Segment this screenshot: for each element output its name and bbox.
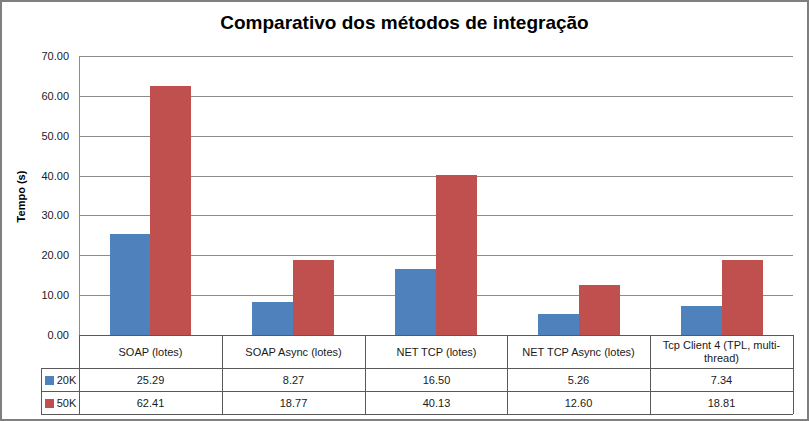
bar-20k-cat1 [110, 234, 151, 335]
bar-50k-cat5 [722, 260, 763, 335]
bar-20k-cat4 [538, 314, 579, 335]
bar-50k-cat3 [436, 175, 477, 335]
y-tick-label-0.00: 0.00 [2, 328, 69, 342]
y-tick-label-60.00: 60.00 [2, 89, 69, 103]
category-label-cat2: SOAP Async (lotes) [222, 336, 365, 368]
legend-swatch-20k [45, 376, 54, 385]
legend-row-50k: 50K [42, 392, 79, 414]
value-50k-cat3: 40.13 [365, 392, 508, 414]
y-tick-label-70.00: 70.00 [2, 49, 69, 63]
bar-20k-cat5 [681, 306, 722, 335]
y-axis-line [79, 56, 80, 335]
gridline-70.00 [79, 56, 793, 57]
table-hline-4 [41, 414, 793, 415]
value-20k-cat4: 5.26 [507, 369, 650, 391]
legend-label-20k: 20K [57, 374, 77, 386]
value-50k-cat2: 18.77 [222, 392, 365, 414]
bar-50k-cat4 [579, 285, 620, 335]
category-label-cat1: SOAP (lotes) [79, 336, 222, 368]
category-label-cat3: NET TCP (lotes) [365, 336, 508, 368]
value-20k-cat3: 16.50 [365, 369, 508, 391]
table-vline-col5 [793, 335, 794, 414]
bar-20k-cat2 [252, 302, 293, 335]
value-20k-cat1: 25.29 [79, 369, 222, 391]
bar-chart: Comparativo dos métodos de integração Te… [0, 0, 809, 421]
legend-label-50k: 50K [57, 397, 77, 409]
y-tick-label-30.00: 30.00 [2, 208, 69, 222]
value-20k-cat5: 7.34 [650, 369, 793, 391]
y-tick-label-40.00: 40.00 [2, 169, 69, 183]
y-tick-label-20.00: 20.00 [2, 248, 69, 262]
value-50k-cat4: 12.60 [507, 392, 650, 414]
chart-title: Comparativo dos métodos de integração [2, 12, 807, 34]
bar-50k-cat2 [293, 260, 334, 335]
category-label-cat4: NET TCP Async (lotes) [507, 336, 650, 368]
value-50k-cat5: 18.81 [650, 392, 793, 414]
legend-swatch-50k [45, 399, 54, 408]
y-tick-label-10.00: 10.00 [2, 288, 69, 302]
value-20k-cat2: 8.27 [222, 369, 365, 391]
bar-20k-cat3 [395, 269, 436, 335]
category-label-cat5: Tcp Client 4 (TPL, multi-thread) [650, 336, 793, 368]
legend-row-20k: 20K [42, 369, 79, 391]
value-50k-cat1: 62.41 [79, 392, 222, 414]
y-tick-label-50.00: 50.00 [2, 129, 69, 143]
bar-50k-cat1 [150, 86, 191, 335]
